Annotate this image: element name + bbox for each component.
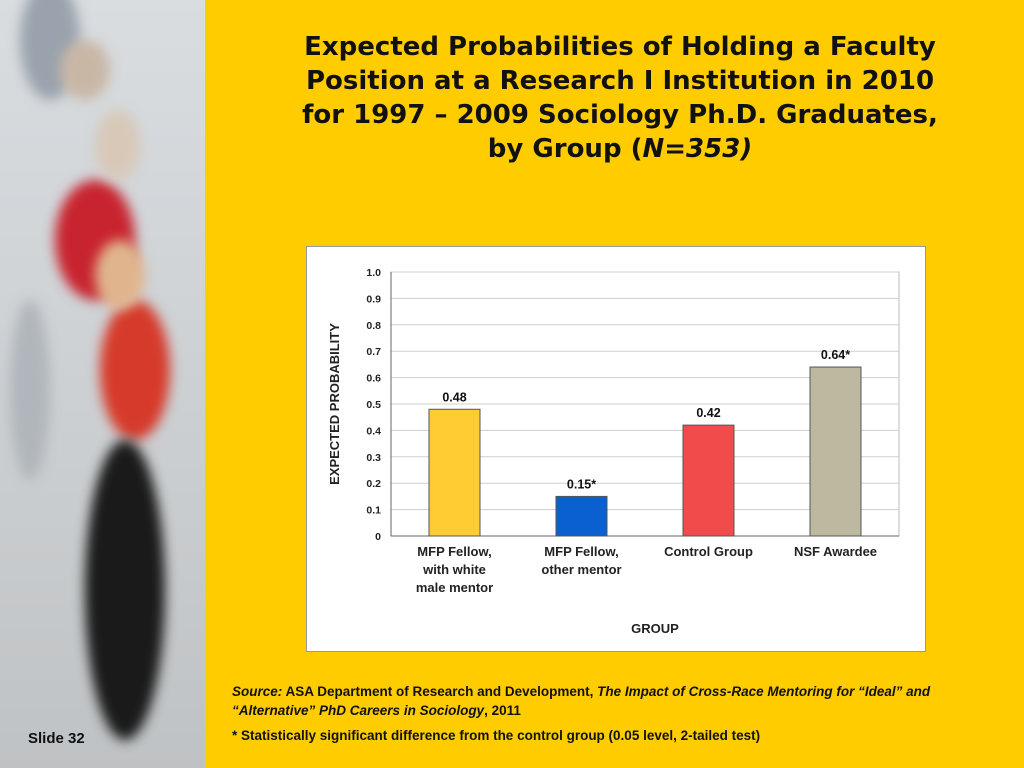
y-tick-label: 0.8 bbox=[366, 320, 381, 332]
bar-data-label: 0.64* bbox=[821, 348, 850, 362]
x-category-label: with white bbox=[422, 562, 486, 577]
x-category-label: other mentor bbox=[541, 562, 621, 577]
y-tick-label: 1.0 bbox=[366, 267, 381, 279]
title-line-4: by Group (N=353) bbox=[250, 132, 990, 166]
x-category-label: MFP Fellow, bbox=[417, 544, 491, 559]
y-tick-label: 0.9 bbox=[366, 293, 381, 305]
slide-number: Slide 32 bbox=[28, 730, 85, 747]
background-photo bbox=[0, 0, 205, 768]
bar-data-label: 0.15* bbox=[567, 477, 596, 491]
x-category-label: MFP Fellow, bbox=[544, 544, 618, 559]
y-axis-title: EXPECTED PROBABILITY bbox=[327, 323, 342, 485]
y-tick-label: 0.4 bbox=[366, 425, 381, 437]
x-category-label: Control Group bbox=[664, 544, 753, 559]
y-tick-label: 0 bbox=[375, 531, 381, 543]
y-tick-label: 0.1 bbox=[366, 505, 381, 517]
bar bbox=[682, 424, 735, 537]
bar bbox=[555, 495, 608, 537]
bar bbox=[809, 366, 862, 537]
bar-chart: 0 0.1 0.2 0.3 0.4 0.5 0.6 0.7 0.8 0.9 1.0 0.48 MFP F… bbox=[306, 246, 926, 652]
y-tick-label: 0.3 bbox=[366, 452, 381, 464]
significance-footnote: * Statistically significant difference f… bbox=[232, 728, 761, 743]
source-year: , 2011 bbox=[484, 703, 521, 718]
title-line-2: Position at a Research I Institution in … bbox=[305, 66, 935, 96]
source-org: ASA Department of Research and Developme… bbox=[282, 684, 598, 699]
source-publication-title: The Impact of Cross-Race Mentoring for “… bbox=[232, 684, 931, 718]
y-tick-label: 0.2 bbox=[366, 478, 381, 490]
slide-title: Expected Probabilities of Holding a Facu… bbox=[250, 30, 990, 166]
x-category-label: male mentor bbox=[416, 580, 493, 595]
x-category-label: NSF Awardee bbox=[794, 544, 877, 559]
bar bbox=[428, 408, 481, 537]
bar-chart-svg: 0 0.1 0.2 0.3 0.4 0.5 0.6 0.7 0.8 0.9 1.0 0.48 MFP F… bbox=[327, 267, 900, 636]
title-sample-size: N=353) bbox=[642, 134, 753, 164]
y-tick-label: 0.7 bbox=[366, 346, 381, 358]
x-axis-title: GROUP bbox=[631, 621, 679, 636]
title-line-4-prefix: by Group ( bbox=[487, 134, 643, 164]
bar-data-label: 0.48 bbox=[442, 390, 466, 404]
bar-data-label: 0.42 bbox=[696, 406, 720, 420]
y-tick-label: 0.5 bbox=[366, 399, 381, 411]
y-tick-label: 0.6 bbox=[366, 373, 381, 385]
source-label: Source: bbox=[232, 684, 283, 699]
source-citation: Source: ASA Department of Research and D… bbox=[232, 682, 992, 720]
title-line-1: Expected Probabilities of Holding a Facu… bbox=[304, 32, 936, 62]
title-line-3: for 1997 – 2009 Sociology Ph.D. Graduate… bbox=[302, 100, 938, 130]
